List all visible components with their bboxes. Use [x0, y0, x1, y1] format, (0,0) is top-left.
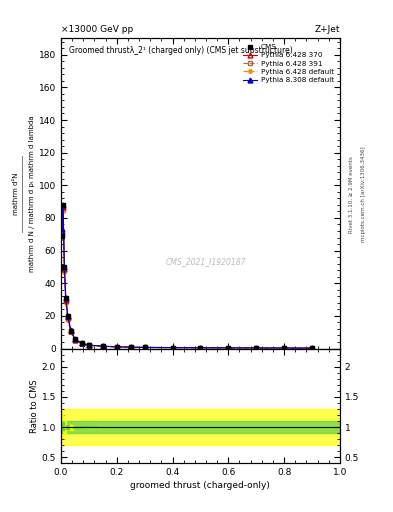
Bar	[61, 421, 62, 433]
Bar	[66, 424, 69, 429]
Text: Rivet 3.1.10, ≥ 2.9M events: Rivet 3.1.10, ≥ 2.9M events	[349, 156, 354, 233]
Bar	[62, 414, 63, 438]
Bar	[83, 426, 97, 428]
Bar	[73, 426, 83, 428]
Text: ×13000 GeV pp: ×13000 GeV pp	[61, 25, 133, 34]
Text: CMS_2021_I1920187: CMS_2021_I1920187	[166, 257, 246, 266]
X-axis label: groomed thrust (charged-only): groomed thrust (charged-only)	[130, 481, 270, 490]
Text: Z+Jet: Z+Jet	[314, 25, 340, 34]
Bar	[64, 421, 66, 433]
Text: Groomed thrustλ_2¹ (charged only) (CMS jet substructure): Groomed thrustλ_2¹ (charged only) (CMS j…	[69, 46, 293, 55]
Text: mcplots.cern.ch [arXiv:1306.3436]: mcplots.cern.ch [arXiv:1306.3436]	[361, 147, 366, 242]
Bar	[63, 422, 64, 430]
Y-axis label: Ratio to CMS: Ratio to CMS	[30, 379, 39, 433]
Bar	[83, 426, 97, 428]
Bar	[61, 421, 340, 433]
Bar	[61, 416, 62, 436]
Bar	[66, 424, 69, 429]
Legend: CMS, Pythia 6.428 370, Pythia 6.428 391, Pythia 6.428 default, Pythia 8.308 defa: CMS, Pythia 6.428 370, Pythia 6.428 391,…	[241, 42, 336, 86]
Bar	[73, 426, 83, 428]
Bar	[63, 422, 64, 430]
Y-axis label: mathrm d²N
―――――――――――
mathrm d N / mathrm d pₜ mathrm d lambda: mathrm d²N ――――――――――― mathrm d N / math…	[13, 115, 35, 272]
Bar	[69, 424, 73, 430]
Bar	[61, 409, 340, 445]
